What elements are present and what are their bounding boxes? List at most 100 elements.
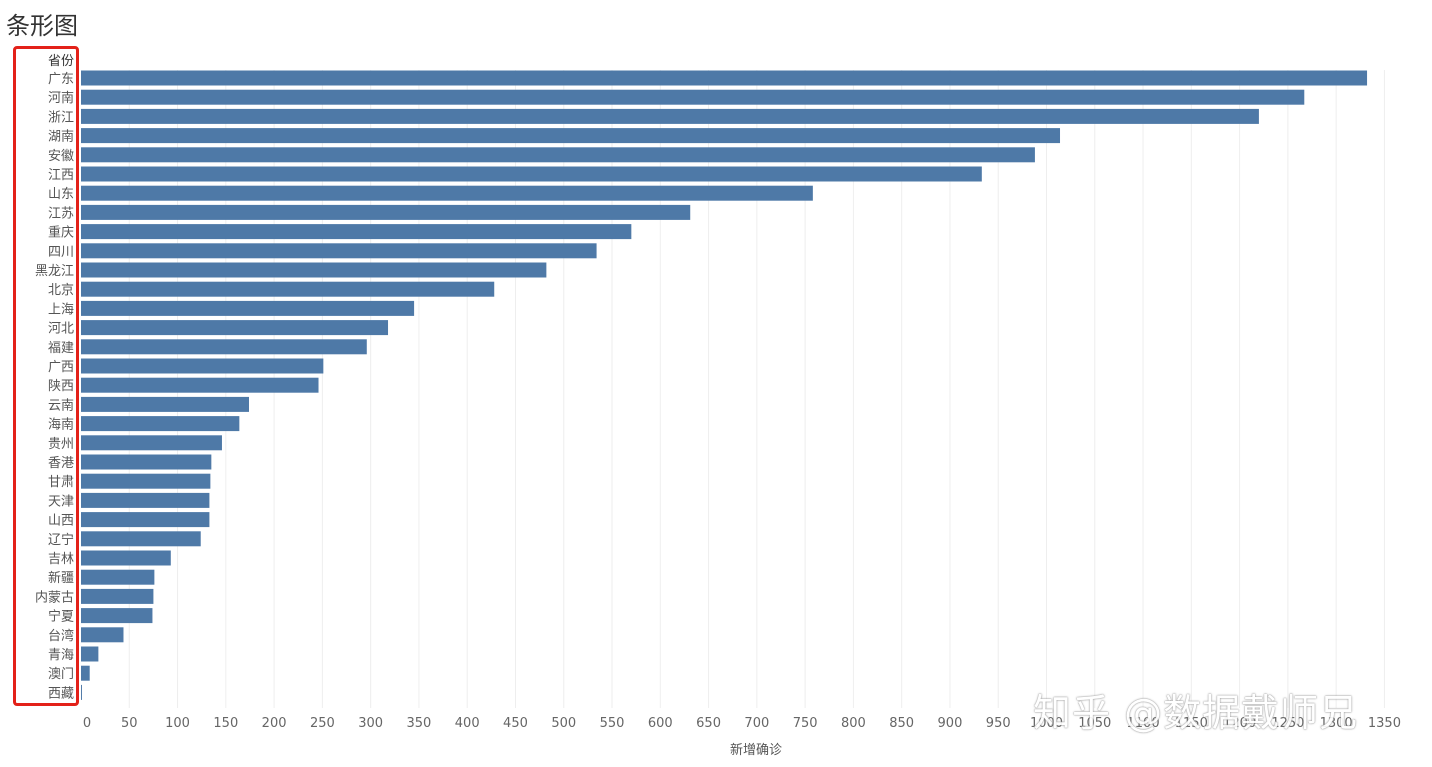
- x-tick-label: 800: [841, 716, 866, 731]
- x-tick-labels: 0 50 100 150 200 250 300 350 400 450 500 550 600 650 7…: [83, 716, 1401, 731]
- category-label: 安徽: [48, 149, 74, 164]
- bar: [81, 108, 1259, 124]
- x-tick-label: 1000: [1030, 716, 1063, 731]
- x-tick-label: 150: [213, 716, 238, 731]
- x-tick-label: 450: [503, 716, 528, 731]
- bar: [81, 147, 1035, 163]
- x-tick-label: 500: [551, 716, 576, 731]
- bar: [81, 416, 240, 432]
- bar: [81, 70, 1368, 86]
- bar: [81, 262, 547, 278]
- bar: [81, 608, 153, 624]
- x-tick-label: 550: [600, 716, 625, 731]
- bar: [81, 550, 171, 566]
- highlight-box: [13, 46, 79, 706]
- x-tick-label: 1200: [1223, 716, 1256, 731]
- bar: [81, 320, 389, 336]
- category-label: 上海: [48, 302, 74, 317]
- x-tick-label: 900: [938, 716, 963, 731]
- x-tick-label: 1250: [1271, 716, 1304, 731]
- bar: [81, 531, 201, 547]
- x-tick-label: 300: [358, 716, 383, 731]
- category-label: 河南: [48, 90, 74, 106]
- watermark: 知乎 @数据戴师兄: [1033, 691, 1359, 735]
- x-axis-label: 新增确诊: [730, 742, 782, 758]
- category-label: 河北: [48, 322, 74, 337]
- bar: [81, 435, 222, 451]
- category-label: 新疆: [48, 570, 74, 586]
- page-title: 条形图: [6, 12, 78, 40]
- x-tick-label: 950: [986, 716, 1011, 731]
- x-tick-label: 1150: [1175, 716, 1208, 731]
- category-label: 西藏: [48, 686, 74, 701]
- dimension-header: 省份: [48, 54, 74, 69]
- category-label: 天津: [48, 494, 74, 509]
- bar: [81, 377, 319, 393]
- x-tick-label: 650: [696, 716, 721, 731]
- bar: [81, 665, 90, 681]
- bar: [81, 185, 813, 201]
- category-label: 湖南: [48, 129, 74, 145]
- bar: [81, 569, 155, 585]
- x-tick-label: 750: [793, 716, 818, 731]
- bar: [81, 204, 691, 220]
- category-label: 台湾: [48, 628, 74, 644]
- bar: [81, 684, 82, 700]
- category-label: 山东: [48, 187, 74, 202]
- x-tick-label: 200: [262, 716, 287, 731]
- category-label: 福建: [48, 341, 74, 356]
- category-label: 宁夏: [48, 609, 74, 625]
- category-label: 重庆: [48, 225, 74, 241]
- category-label: 山西: [48, 514, 74, 529]
- x-tick-label: 350: [407, 716, 432, 731]
- bar: [81, 281, 495, 297]
- bar: [81, 224, 632, 240]
- x-tick-label: 600: [648, 716, 673, 731]
- bar: [81, 454, 212, 470]
- bar: [81, 89, 1305, 105]
- category-label: 广西: [48, 360, 74, 375]
- x-tick-label: 100: [165, 716, 190, 731]
- x-tick-label: 1050: [1078, 716, 1111, 731]
- x-tick-label: 850: [889, 716, 914, 731]
- category-label: 辽宁: [48, 532, 74, 548]
- bars: [81, 70, 1368, 700]
- category-labels: 广东河南浙江湖南安徽江西山东江苏重庆四川黑龙江北京上海河北福建广西陕西云南海南贵…: [35, 72, 74, 701]
- bar: [81, 646, 99, 662]
- x-tick-label: 700: [744, 716, 769, 731]
- category-label: 江苏: [48, 205, 74, 221]
- category-label: 贵州: [48, 437, 74, 452]
- category-label: 澳门: [48, 666, 74, 682]
- category-label: 浙江: [48, 110, 74, 125]
- bar: [81, 396, 249, 412]
- bar: [81, 300, 415, 316]
- bar: [81, 473, 211, 489]
- category-label: 海南: [48, 417, 74, 433]
- x-tick-label: 400: [455, 716, 480, 731]
- category-label: 青海: [48, 648, 74, 663]
- category-label: 黑龙江: [35, 264, 74, 279]
- bar: [81, 358, 324, 374]
- category-label: 北京: [48, 283, 74, 298]
- bar: [81, 512, 210, 528]
- x-tick-label: 1300: [1320, 716, 1353, 731]
- bar: [81, 243, 597, 259]
- bar: [81, 339, 367, 355]
- category-label: 云南: [48, 397, 74, 413]
- x-tick-label: 1350: [1368, 716, 1401, 731]
- category-label: 香港: [48, 456, 74, 471]
- x-tick-label: 0: [83, 716, 91, 731]
- x-tick-label: 250: [310, 716, 335, 731]
- category-label: 陕西: [48, 379, 74, 394]
- category-label: 吉林: [48, 552, 74, 567]
- x-tick-label: 1100: [1127, 716, 1160, 731]
- category-label: 甘肃: [48, 475, 74, 490]
- category-label: 广东: [48, 72, 74, 87]
- bar: [81, 627, 124, 643]
- category-label: 四川: [48, 245, 74, 260]
- bar: [81, 128, 1061, 144]
- bar: [81, 166, 982, 182]
- bar: [81, 492, 210, 508]
- category-label: 内蒙古: [35, 589, 74, 605]
